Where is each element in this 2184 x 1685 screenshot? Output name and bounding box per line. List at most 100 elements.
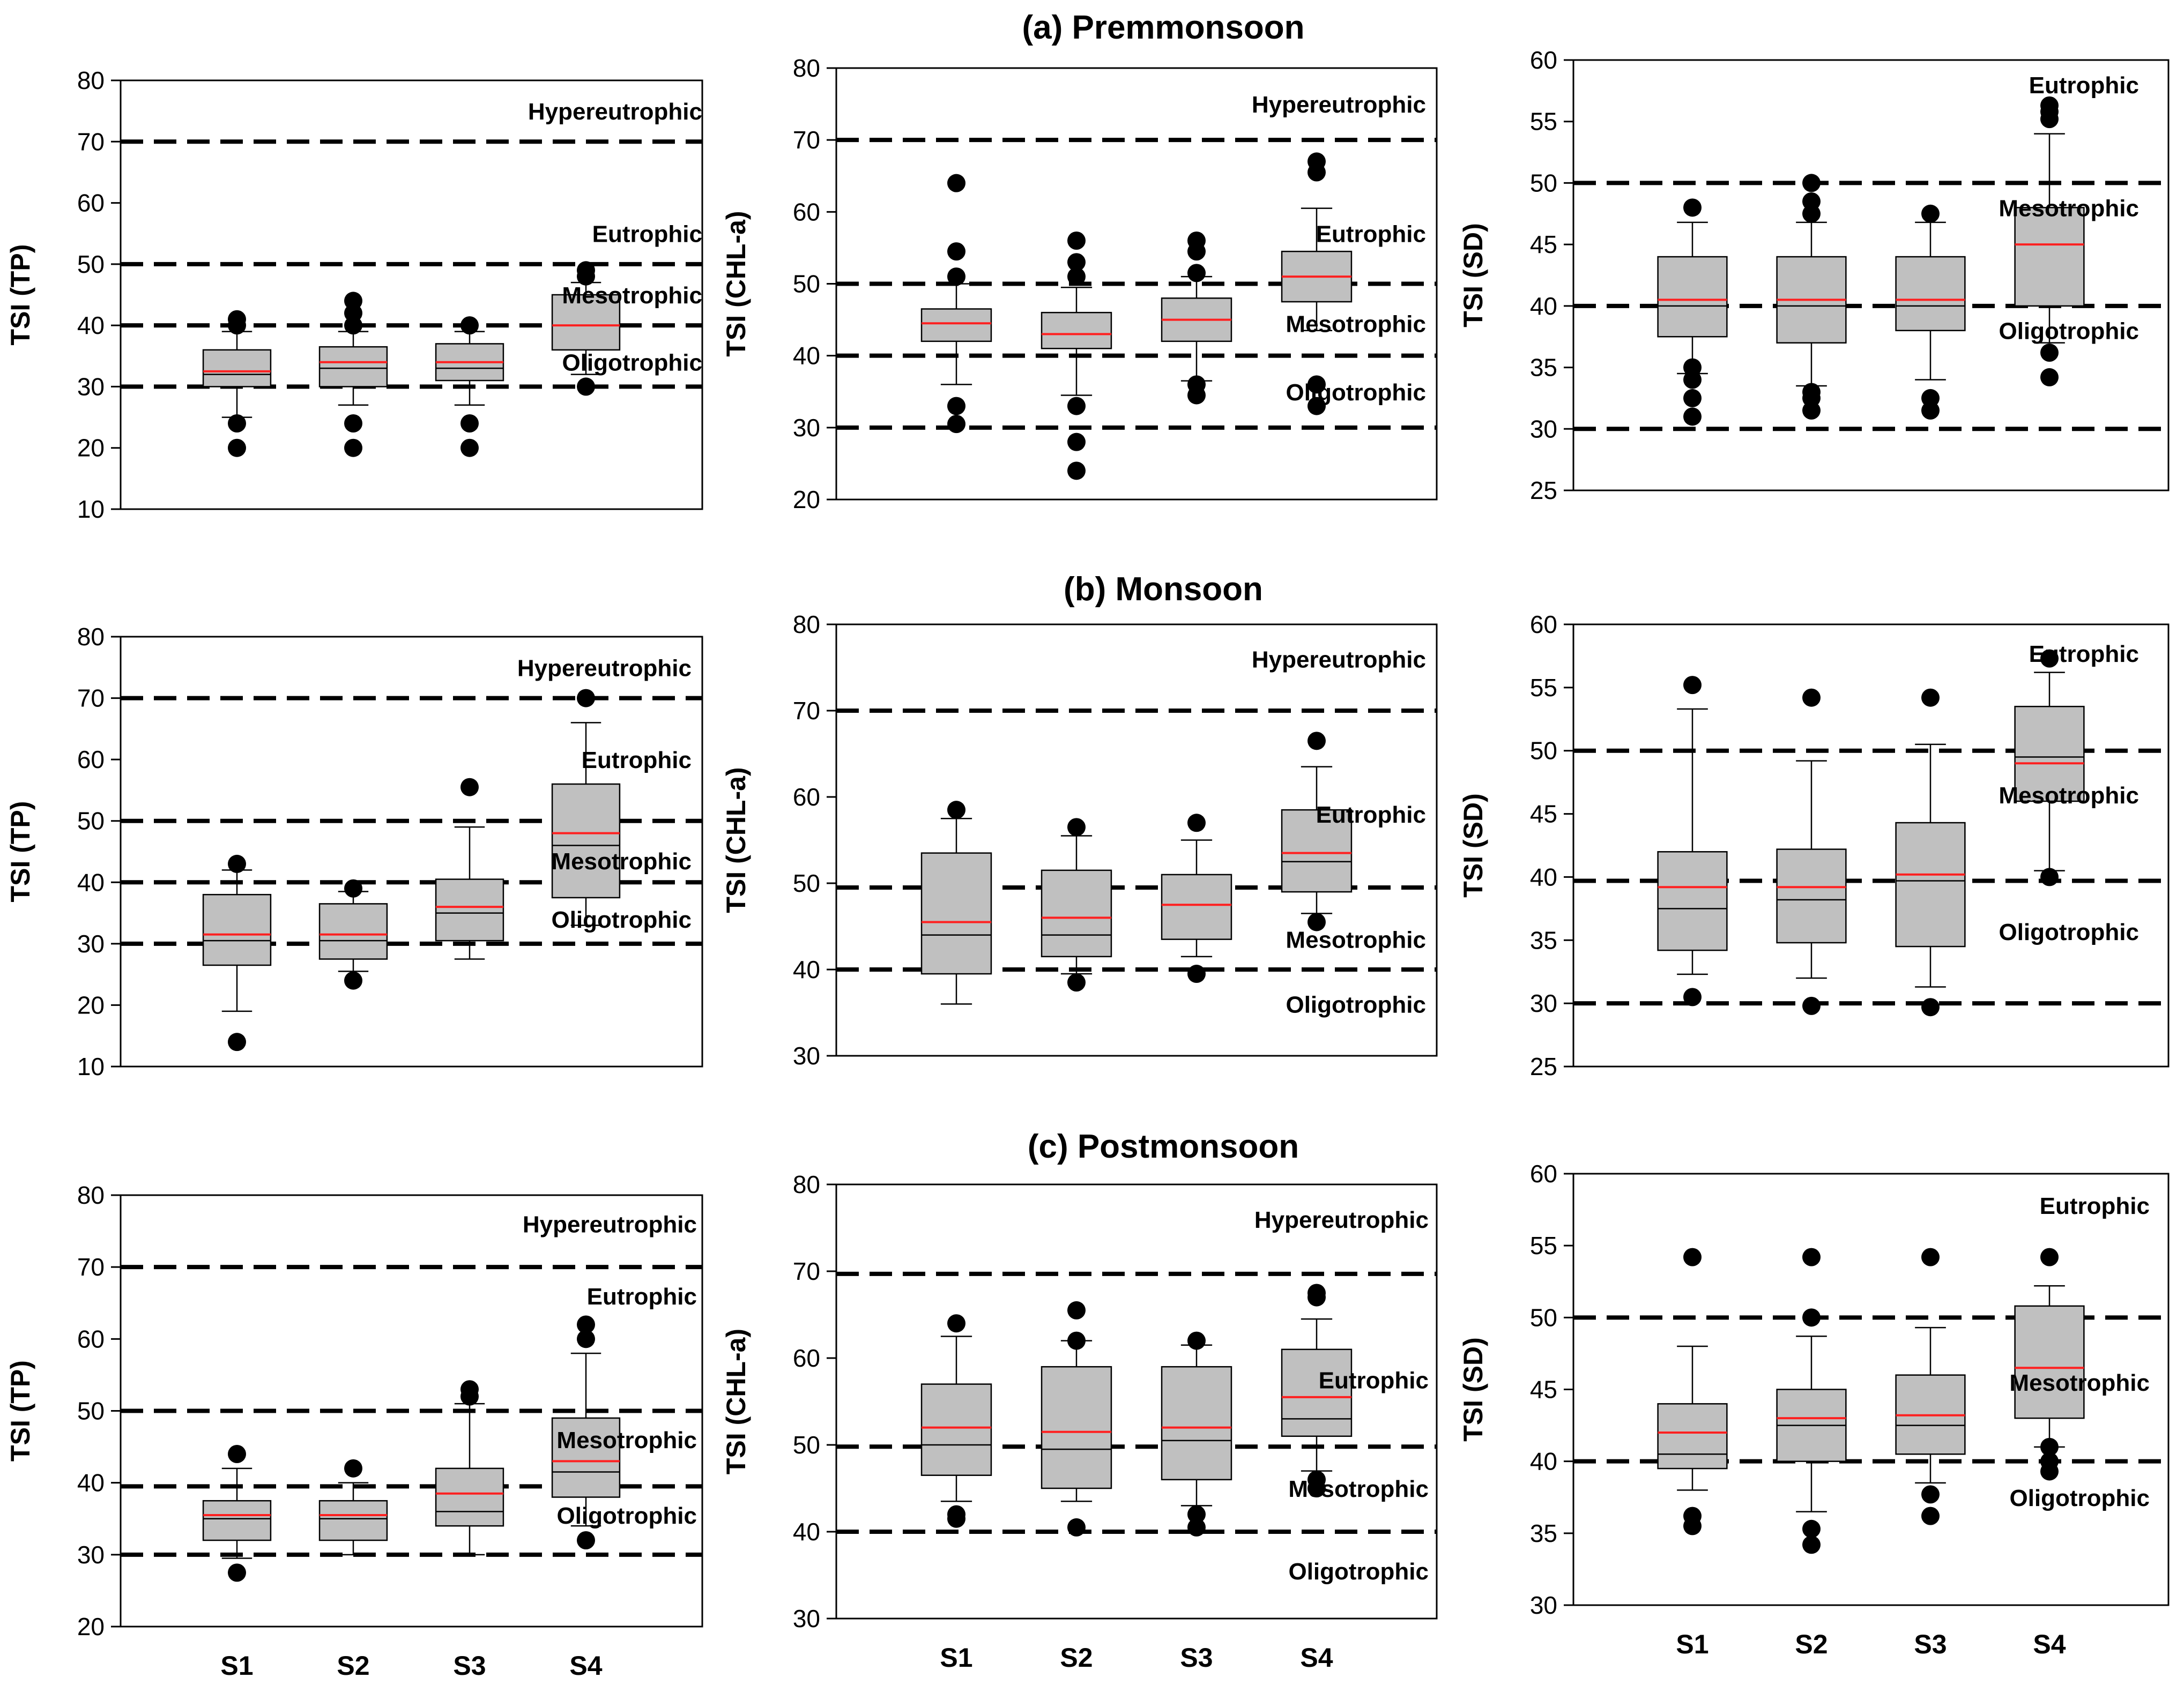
box-s3 bbox=[435, 1380, 504, 1556]
outlier-point bbox=[1308, 1470, 1326, 1489]
zone-label: Hypereutrophic bbox=[1252, 92, 1426, 118]
outlier-point bbox=[1067, 267, 1086, 286]
outlier-point bbox=[947, 267, 965, 286]
y-tick-label: 70 bbox=[77, 128, 105, 155]
outlier-point bbox=[1802, 192, 1821, 211]
box-s1 bbox=[1657, 1248, 1728, 1535]
plot-frame bbox=[120, 79, 703, 510]
y-tick-label: 20 bbox=[77, 991, 105, 1019]
outlier-point bbox=[1187, 375, 1206, 394]
zone-label: Eutrophic bbox=[2040, 1193, 2150, 1219]
box-s3 bbox=[435, 778, 504, 960]
zone-label: Mesotrophic bbox=[1999, 195, 2139, 221]
iqr-box bbox=[435, 878, 504, 942]
outlier-point bbox=[228, 1563, 246, 1582]
y-tick-label: 80 bbox=[77, 623, 105, 651]
y-tick-label: 35 bbox=[1530, 926, 1557, 954]
y-tick-label: 70 bbox=[793, 1257, 820, 1285]
y-tick-label: 80 bbox=[793, 610, 820, 638]
outlier-point bbox=[1187, 1331, 1206, 1350]
y-tick-label: 40 bbox=[1530, 292, 1557, 320]
outlier-point bbox=[1921, 389, 1940, 407]
zone-label: Oligotrophic bbox=[551, 907, 692, 933]
zone-label: Eutrophic bbox=[1316, 221, 1426, 248]
y-tick-label: 50 bbox=[1530, 737, 1557, 765]
y-tick-label: 40 bbox=[793, 342, 820, 370]
y-tick-label: 40 bbox=[77, 311, 105, 339]
box-s4 bbox=[1281, 732, 1353, 931]
chart-panel: 30 40 50 60 70 80 TSI (CHL-a) Hypereutrophic Eut… bbox=[721, 1170, 1438, 1673]
box-s2 bbox=[1776, 688, 1847, 1015]
plot-frame bbox=[1572, 623, 2170, 1068]
outlier-point bbox=[460, 414, 479, 433]
iqr-box bbox=[1161, 1366, 1232, 1481]
outlier-point bbox=[1187, 814, 1206, 832]
outlier-point bbox=[1802, 1519, 1821, 1538]
outlier-point bbox=[460, 1380, 479, 1399]
outlier-point bbox=[577, 377, 595, 396]
outlier-point bbox=[1308, 1284, 1326, 1302]
box-s3 bbox=[1161, 232, 1232, 405]
zone-label: Oligotrophic bbox=[1999, 318, 2139, 345]
y-tick-label: 20 bbox=[793, 486, 820, 513]
zone-label: Mesotrophic bbox=[562, 282, 702, 309]
outlier-point bbox=[947, 1505, 965, 1524]
y-tick-label: 55 bbox=[1530, 108, 1557, 136]
x-category-label: S1 bbox=[940, 1643, 972, 1673]
iqr-box bbox=[318, 1500, 388, 1541]
outlier-point bbox=[460, 316, 479, 335]
y-tick-label: 30 bbox=[793, 414, 820, 442]
outlier-point bbox=[460, 438, 479, 457]
y-tick-label: 30 bbox=[77, 930, 105, 958]
iqr-box bbox=[1776, 848, 1847, 944]
outlier-point bbox=[1067, 232, 1086, 250]
y-tick-label: 80 bbox=[793, 54, 820, 82]
zone-label: Mesotrophic bbox=[2009, 1370, 2150, 1396]
iqr-box bbox=[1895, 256, 1966, 331]
outlier-point bbox=[2040, 868, 2059, 886]
outlier-point bbox=[228, 414, 246, 433]
y-tick-label: 70 bbox=[77, 1253, 105, 1281]
zone-label: Oligotrophic bbox=[1286, 379, 1426, 406]
box-s3 bbox=[1895, 204, 1966, 420]
outlier-point bbox=[1921, 998, 1940, 1017]
y-tick-label: 55 bbox=[1530, 1232, 1557, 1259]
x-category-label: S3 bbox=[1180, 1643, 1213, 1673]
y-tick-label: 30 bbox=[793, 1042, 820, 1070]
chart-panel: 10 20 30 40 50 60 70 80 TSI (TP) Hypereutrophic Eu… bbox=[5, 623, 703, 1080]
outlier-point bbox=[1067, 1331, 1086, 1350]
outlier-point bbox=[947, 801, 965, 819]
iqr-box bbox=[1657, 256, 1728, 338]
y-tick-label: 60 bbox=[793, 1344, 820, 1372]
zone-label: Eutrophic bbox=[592, 221, 702, 248]
outlier-point bbox=[1067, 461, 1086, 480]
iqr-box bbox=[2014, 207, 2085, 307]
outlier-point bbox=[1187, 1505, 1206, 1524]
zone-label: Eutrophic bbox=[2029, 641, 2139, 667]
iqr-box bbox=[1895, 822, 1966, 948]
box-s4 bbox=[551, 689, 621, 926]
chart-panel: 25 30 35 40 45 50 55 60 TSI (SD) Eutrophic Mesotro… bbox=[1458, 610, 2170, 1080]
y-tick-label: 30 bbox=[1530, 989, 1557, 1017]
outlier-point bbox=[1067, 397, 1086, 415]
outlier-point bbox=[228, 1033, 246, 1052]
x-category-label: S4 bbox=[1300, 1643, 1333, 1673]
y-tick-label: 50 bbox=[77, 807, 105, 835]
outlier-point bbox=[1802, 688, 1821, 707]
iqr-box bbox=[1281, 809, 1353, 893]
zone-label: Mesotrophic bbox=[1286, 927, 1426, 953]
outlier-point bbox=[577, 1315, 595, 1334]
box-s2 bbox=[318, 1459, 388, 1556]
zone-label: Hypereutrophic bbox=[528, 99, 702, 125]
outlier-point bbox=[1067, 433, 1086, 451]
box-s1 bbox=[920, 174, 992, 434]
outlier-point bbox=[1683, 988, 1702, 1006]
outlier-point bbox=[344, 438, 362, 457]
x-category-label: S2 bbox=[337, 1651, 369, 1681]
outlier-point bbox=[1308, 152, 1326, 171]
outlier-point bbox=[1067, 973, 1086, 992]
y-tick-label: 30 bbox=[1530, 415, 1557, 443]
box-s2 bbox=[1776, 174, 1847, 420]
iqr-box bbox=[551, 783, 621, 899]
